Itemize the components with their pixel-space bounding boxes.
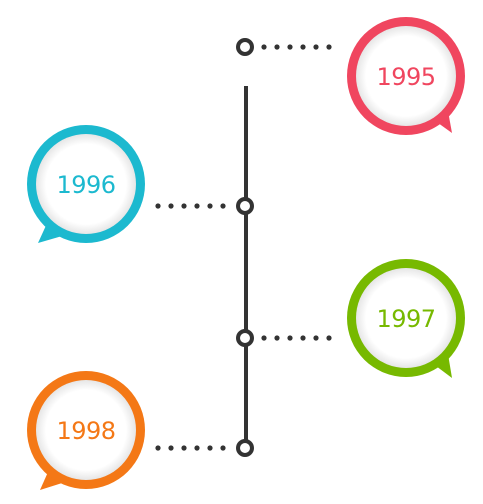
timeline-node [236, 197, 254, 215]
timeline-node [236, 329, 254, 347]
timeline-event-1996: 1996 [27, 125, 254, 243]
year-label: 1995 [376, 63, 435, 91]
dotted-connector [261, 335, 332, 341]
speech-bubble: 1997 [347, 259, 465, 378]
dotted-connector [155, 445, 226, 451]
year-label: 1998 [56, 417, 115, 445]
speech-bubble: 1995 [347, 17, 465, 135]
speech-bubble: 1998 [27, 371, 145, 490]
year-label: 1996 [56, 171, 115, 199]
timeline-event-1995: 1995 [236, 17, 465, 135]
timeline-event-1998: 1998 [27, 371, 254, 490]
dotted-connector [261, 44, 332, 50]
timeline-node [236, 38, 254, 56]
dotted-connector [155, 203, 226, 209]
year-label: 1997 [376, 305, 435, 333]
speech-bubble: 1996 [27, 125, 145, 243]
timeline-event-1997: 1997 [236, 259, 465, 378]
timeline-node [236, 439, 254, 457]
